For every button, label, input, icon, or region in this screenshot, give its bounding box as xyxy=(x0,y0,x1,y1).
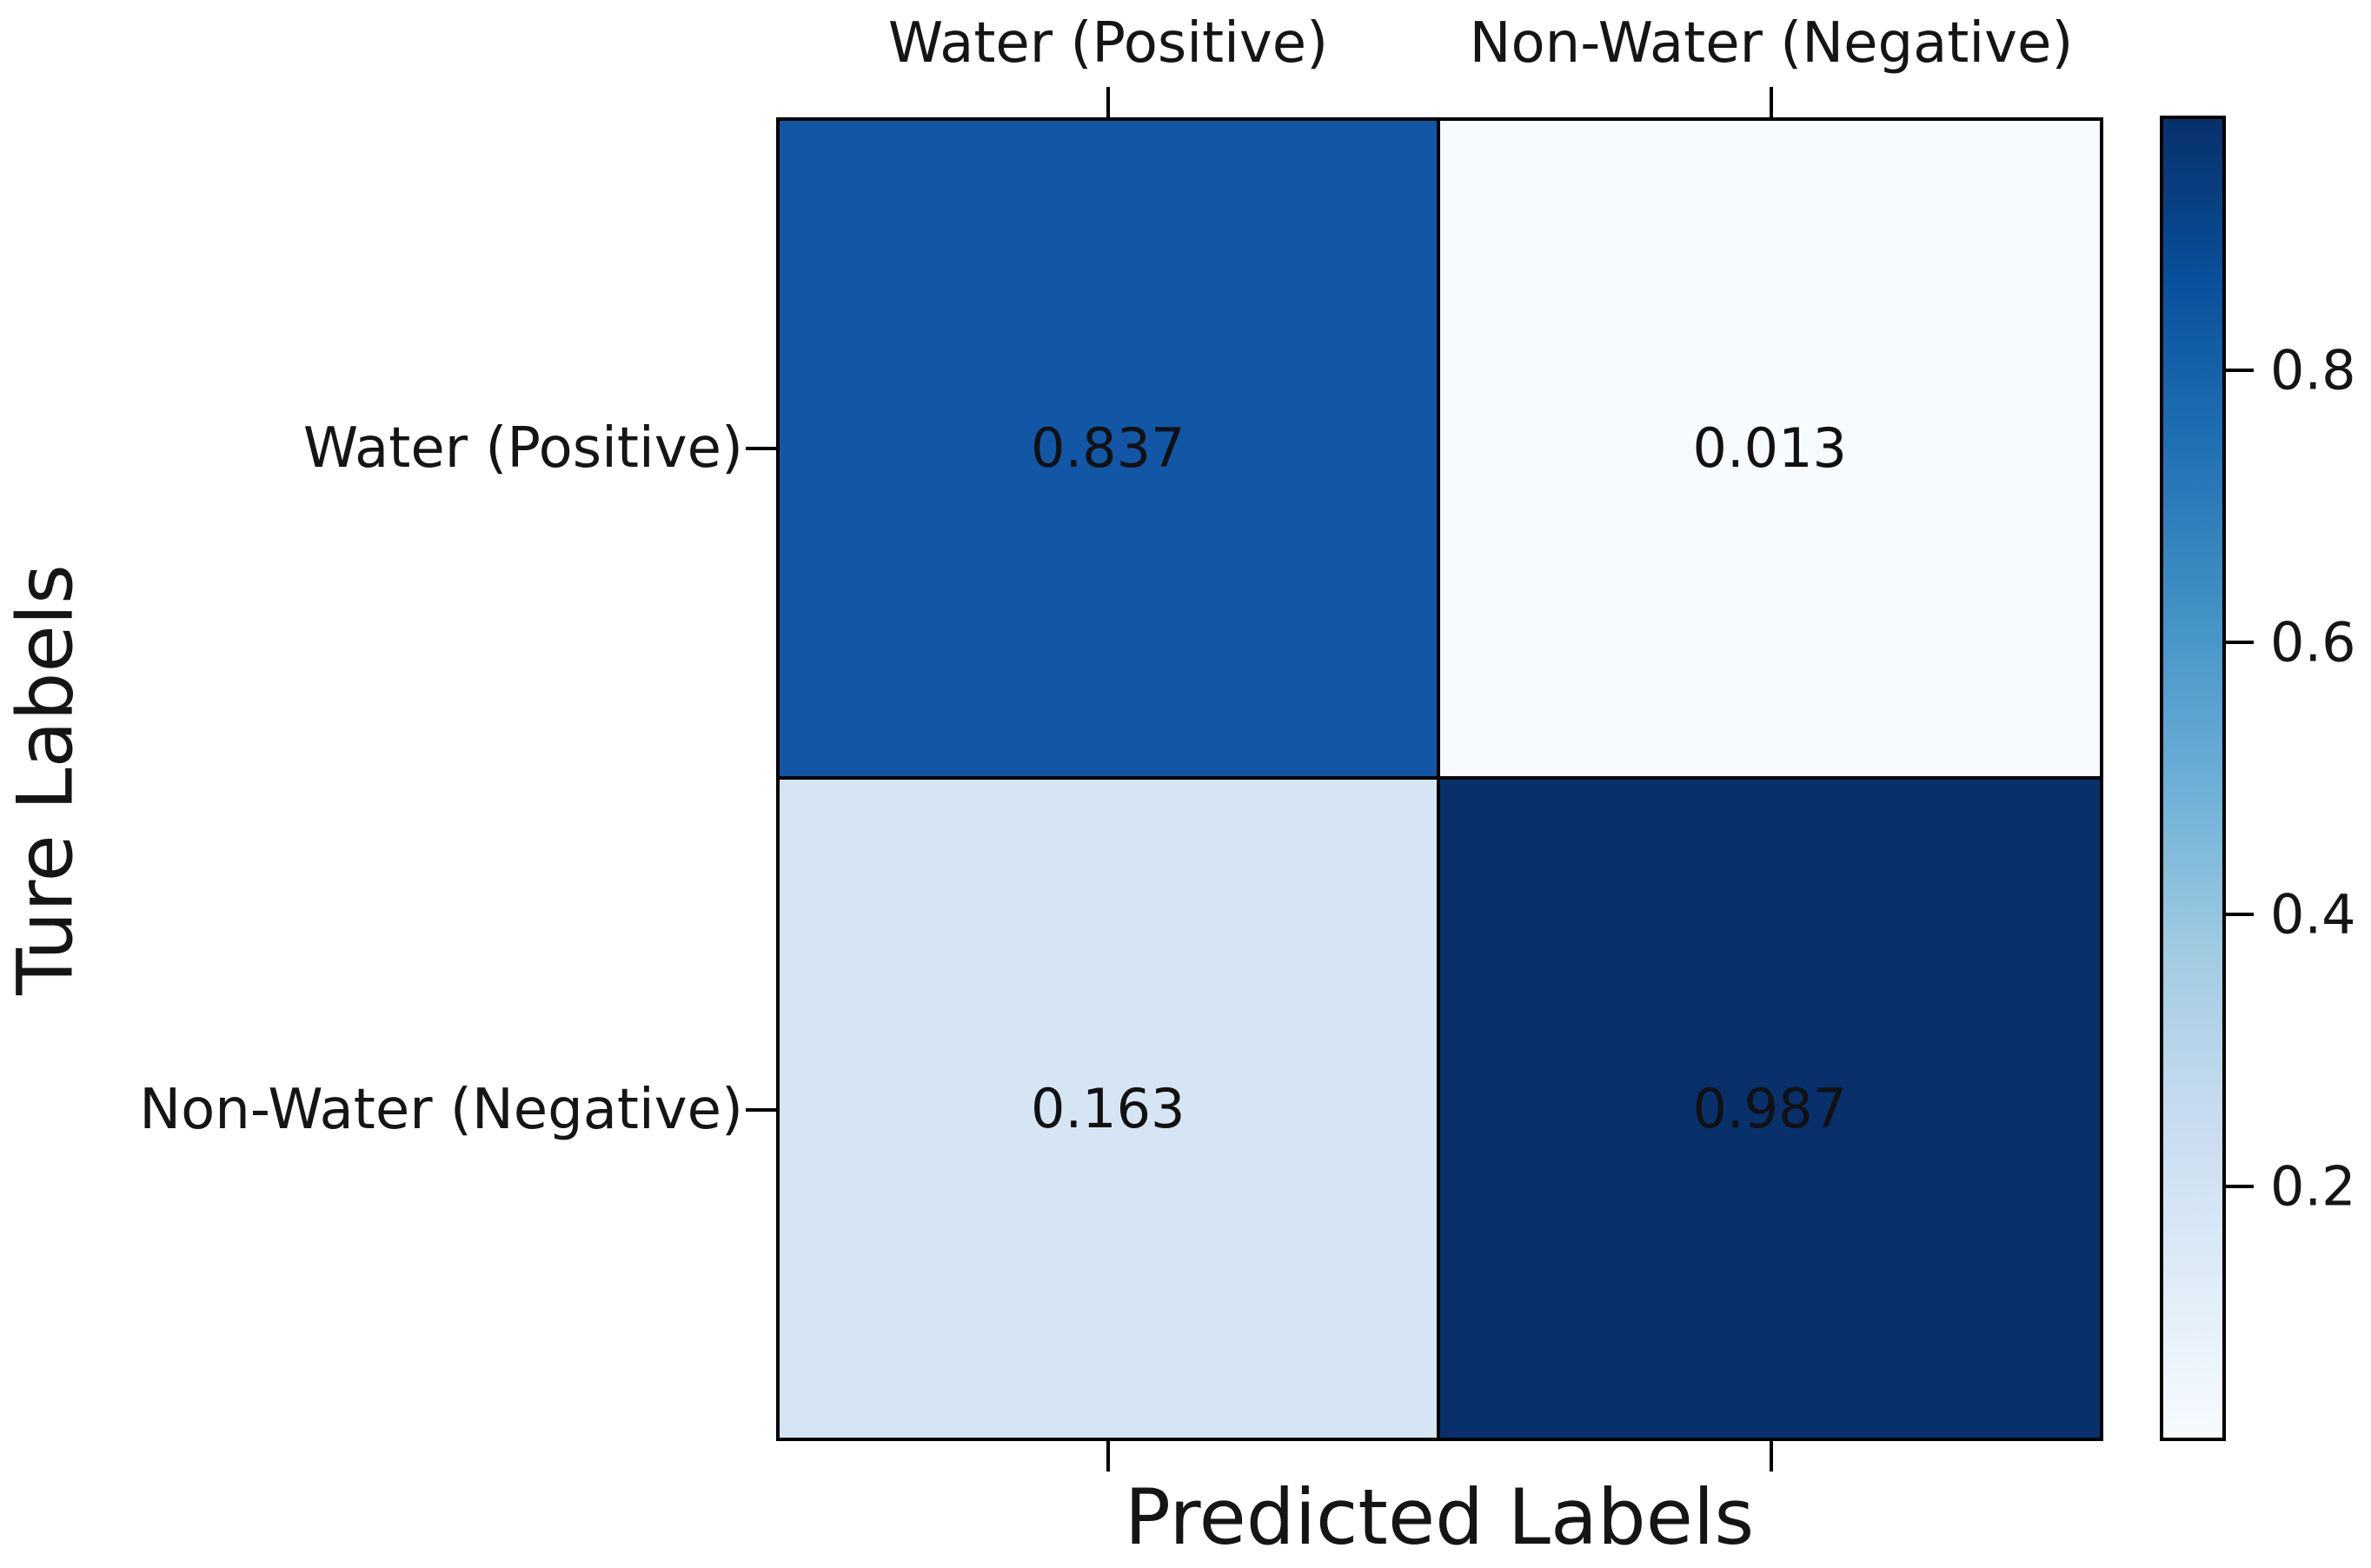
matrix-cell-fn: 0.013 xyxy=(1439,121,2100,780)
y-tick-mark xyxy=(746,1108,776,1112)
cell-value: 0.987 xyxy=(1692,1076,1848,1140)
colorbar-tick-mark xyxy=(2226,369,2254,372)
x-tick-mark-top xyxy=(1770,87,1773,117)
matrix-cell-fp: 0.163 xyxy=(780,779,1440,1438)
matrix-cell-tn: 0.987 xyxy=(1439,779,2100,1438)
x-tick-label-non-water-negative: Non-Water (Negative) xyxy=(1469,11,2074,76)
x-tick-mark-bottom xyxy=(1770,1441,1773,1472)
x-axis-label: Predicted Labels xyxy=(1124,1472,1755,1562)
x-tick-label-water-positive: Water (Positive) xyxy=(887,11,1329,76)
cell-value: 0.013 xyxy=(1692,416,1848,481)
y-tick-label-non-water-negative: Non-Water (Negative) xyxy=(139,1078,743,1142)
y-axis-label: Ture Labels xyxy=(0,564,90,995)
colorbar-tick-mark xyxy=(2226,641,2254,644)
colorbar-tick-label: 0.6 xyxy=(2270,610,2356,674)
colorbar-gradient xyxy=(2163,119,2222,1438)
colorbar xyxy=(2160,116,2226,1441)
y-tick-mark xyxy=(746,447,776,450)
matrix-cell-tp: 0.837 xyxy=(780,121,1440,780)
x-tick-mark-bottom xyxy=(1106,1441,1110,1472)
x-tick-mark-top xyxy=(1106,87,1110,117)
colorbar-tick-label: 0.8 xyxy=(2270,338,2356,402)
y-tick-label-water-positive: Water (Positive) xyxy=(302,416,743,481)
colorbar-tick-label: 0.2 xyxy=(2270,1154,2356,1219)
cell-value: 0.163 xyxy=(1031,1076,1186,1140)
heatmap-matrix: 0.837 0.013 0.163 0.987 xyxy=(776,117,2103,1441)
cell-value: 0.837 xyxy=(1031,416,1186,481)
colorbar-tick-mark xyxy=(2226,913,2254,916)
colorbar-tick-mark xyxy=(2226,1185,2254,1188)
colorbar-tick-label: 0.4 xyxy=(2270,882,2356,947)
